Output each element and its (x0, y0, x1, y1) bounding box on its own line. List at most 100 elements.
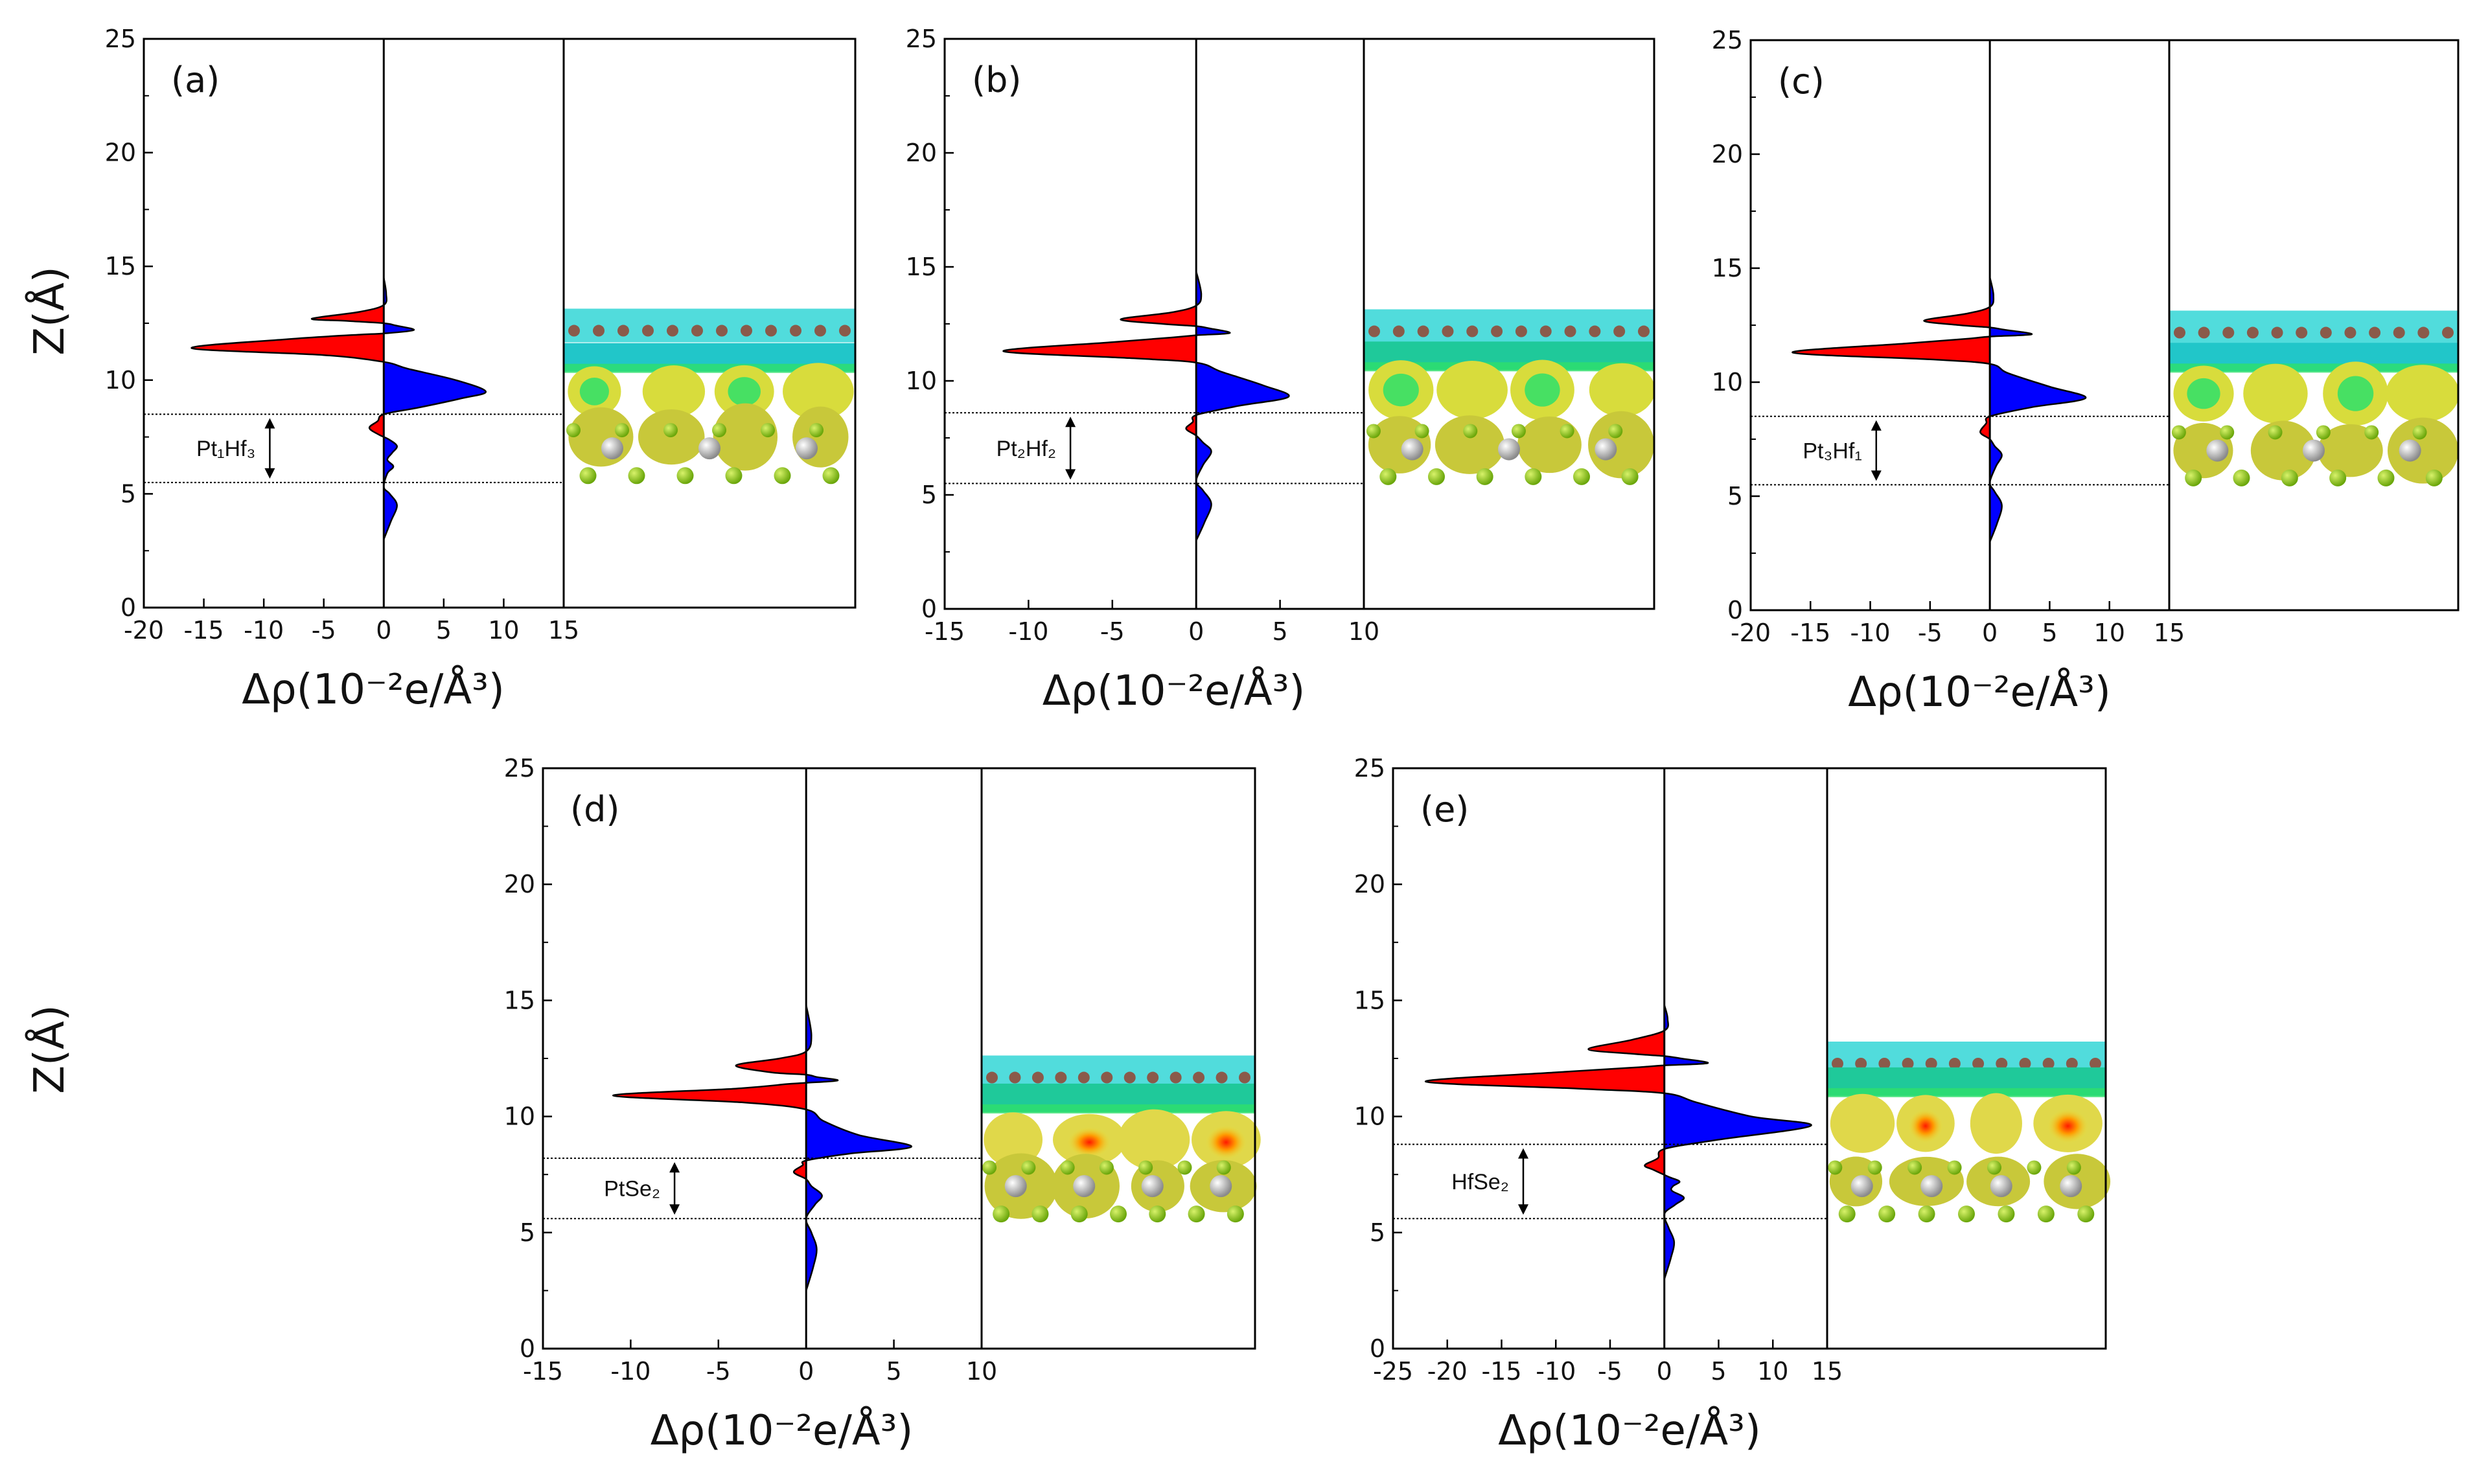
x-tick-label: -5 (706, 1357, 731, 1386)
carbon-atom (617, 325, 629, 337)
x-tick-label: 10 (966, 1357, 997, 1386)
metal-atom (1498, 438, 1520, 461)
profile-line (1792, 277, 2087, 542)
x-tick-label: 15 (2154, 619, 2185, 647)
isosurface-image (1364, 309, 1655, 485)
y-tick-label: 10 (1712, 368, 1743, 396)
region-label: HfSe₂ (1451, 1170, 1509, 1194)
x-tick-label: -15 (523, 1357, 563, 1386)
selenium-atom (2066, 1160, 2081, 1175)
region-arrow-head-up (264, 418, 275, 429)
selenium-atom (2364, 425, 2379, 440)
carbon-atom (765, 325, 777, 337)
selenium-atom (663, 423, 678, 438)
isosurface-image (1827, 1042, 2111, 1223)
iso-blob (2243, 363, 2308, 424)
x-tick-label: -10 (1536, 1357, 1576, 1386)
profile-negative-area (192, 304, 384, 487)
y-tick-label: 15 (1712, 254, 1743, 282)
y-tick-label: 20 (1354, 870, 1385, 898)
x-tick-label: -10 (244, 616, 284, 645)
y-tick-label: 25 (504, 754, 535, 782)
selenium-atom (1070, 1205, 1088, 1223)
selenium-atom (1958, 1205, 1975, 1223)
selenium-atom (1838, 1205, 1856, 1223)
iso-hotspot (1205, 1124, 1247, 1159)
y-tick-label: 10 (1354, 1102, 1385, 1131)
iso-band-sheet-edge (982, 1104, 1255, 1113)
iso-blob (1830, 1093, 1895, 1153)
selenium-atom (2329, 469, 2347, 486)
carbon-atom (1925, 1058, 1937, 1069)
iso-band-sheet-edge (1364, 362, 1654, 372)
x-tick-label: 0 (1657, 1357, 1672, 1386)
x-tick-label: 15 (1812, 1357, 1843, 1386)
selenium-atom (1110, 1205, 1127, 1223)
x-tick-label: -5 (1918, 619, 1942, 647)
panel-4: HfSe₂ (e) -25 -20 -15 -10 -5 0 5 10 15 0 5 10 15 20 25 Δρ… (1354, 754, 2111, 1455)
x-tick-label: 5 (1273, 617, 1288, 646)
metal-atom (1004, 1175, 1027, 1198)
region-label: Pt₁Hf₃ (196, 437, 255, 461)
selenium-atom (1021, 1160, 1036, 1175)
selenium-atom (1463, 424, 1478, 439)
region-arrow-head-down (1065, 469, 1076, 480)
iso-blob (1436, 361, 1508, 420)
selenium-atom (2171, 425, 2186, 440)
selenium-atom (1188, 1205, 1205, 1223)
metal-atom (2303, 439, 2325, 462)
selenium-atom (1414, 424, 1429, 439)
selenium-atom (1379, 468, 1397, 485)
iso-blob (1970, 1093, 2022, 1154)
image-frame (562, 38, 857, 609)
selenium-atom (2281, 469, 2298, 486)
carbon-atom (790, 325, 801, 337)
iso-blob (1118, 1109, 1190, 1170)
x-tick-label: 10 (2094, 619, 2125, 647)
selenium-atom (1031, 1205, 1049, 1223)
carbon-atom (1193, 1071, 1205, 1084)
iso-green-core (579, 378, 609, 405)
selenium-atom (579, 467, 597, 485)
selenium-atom (2377, 469, 2395, 486)
iso-band-atoms (2169, 310, 2458, 345)
selenium-atom (2027, 1160, 2042, 1175)
carbon-atom (1009, 1071, 1021, 1084)
plot-frame (542, 767, 983, 1350)
carbon-atom (986, 1071, 998, 1084)
carbon-atom (1855, 1058, 1867, 1069)
region-label: Pt₂Hf₂ (997, 437, 1057, 461)
carbon-atom (1123, 1071, 1136, 1084)
metal-atom (1990, 1175, 2012, 1198)
image-frame (2168, 39, 2460, 611)
carbon-atom (1589, 325, 1601, 337)
selenium-atom (628, 467, 645, 485)
carbon-atom (2271, 326, 2283, 339)
carbon-atom (1613, 325, 1626, 337)
y-axis-label-top: Z(Å) (25, 266, 74, 356)
selenium-atom (1918, 1205, 1935, 1223)
y-tick-label: 5 (921, 481, 937, 509)
iso-blob (1588, 411, 1655, 479)
selenium-atom (1907, 1160, 1922, 1175)
selenium-atom (1987, 1160, 2001, 1175)
region-arrow-head-up (669, 1162, 680, 1173)
region-arrow-head-down (1518, 1204, 1528, 1215)
carbon-atom (1442, 325, 1454, 337)
selenium-atom (1878, 1205, 1896, 1223)
selenium-atom (1525, 468, 1542, 485)
y-tick-label: 20 (1712, 140, 1743, 168)
y-tick-label: 20 (504, 870, 535, 898)
selenium-atom (2220, 425, 2235, 440)
selenium-atom (761, 423, 775, 438)
x-tick-label: -5 (1100, 617, 1125, 646)
selenium-atom (1511, 424, 1526, 439)
iso-band-atoms (982, 1055, 1255, 1090)
carbon-atom (2198, 326, 2210, 339)
selenium-atom (1099, 1160, 1114, 1175)
carbon-atom (2393, 326, 2405, 339)
selenium-atom (1828, 1160, 1843, 1175)
selenium-atom (1366, 424, 1381, 439)
x-tick-label: -15 (1790, 619, 1830, 647)
iso-blob (2386, 365, 2460, 422)
